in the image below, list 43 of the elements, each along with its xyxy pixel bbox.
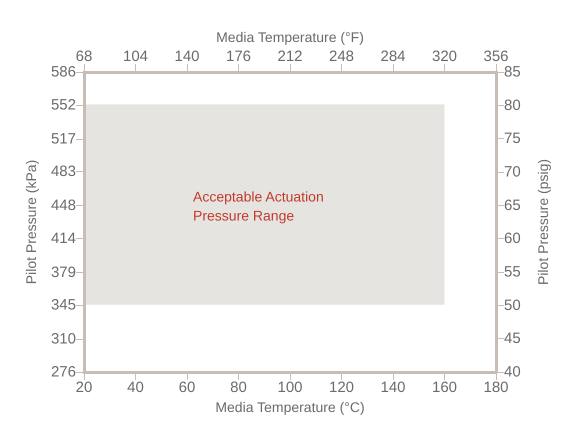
y-tick-label: 379: [50, 264, 76, 281]
y-axis-title: Pilot Pressure (kPa): [23, 160, 39, 284]
y2-tick-label: 65: [504, 196, 521, 214]
x2-tick-label: 140: [174, 48, 200, 65]
y2-tick-label: 80: [504, 96, 521, 114]
x-tick-label: 80: [230, 379, 247, 396]
x-tick-label: 160: [432, 379, 458, 396]
y-tick-label: 345: [50, 296, 76, 314]
x2-tick-label: 284: [380, 48, 406, 65]
x2-tick-label: 212: [277, 48, 303, 65]
y-tick-label: 517: [50, 130, 76, 148]
y2-tick-label: 75: [504, 130, 521, 148]
x2-tick-label: 68: [76, 48, 92, 65]
y2-tick-label: 60: [504, 230, 521, 248]
x2-tick-label: 320: [432, 48, 458, 65]
x2-tick-label: 104: [122, 48, 148, 65]
y-tick-label: 276: [50, 364, 76, 380]
x-tick-label: 20: [76, 379, 92, 396]
y-tick-label: 586: [50, 64, 76, 80]
y2-tick-label: 55: [504, 264, 521, 280]
y2-tick-label: 45: [504, 330, 521, 348]
y-tick-label: 483: [50, 163, 76, 180]
x2-axis-title: Media Temperature (°F): [216, 29, 364, 45]
y2-tick-label: 40: [504, 364, 521, 380]
x2-tick-label: 176: [226, 48, 252, 65]
x-tick-label: 140: [380, 379, 406, 396]
x-tick-label: 60: [178, 379, 196, 396]
x2-tick-label: 356: [483, 48, 509, 65]
x-tick-label: 180: [483, 379, 509, 396]
y2-tick-label: 50: [504, 296, 521, 314]
y-tick-label: 310: [50, 330, 76, 348]
y2-tick-label: 70: [504, 164, 521, 180]
y-tick-label: 552: [50, 96, 76, 114]
y2-axis-title: Pilot Pressure (psig): [535, 158, 551, 286]
y2-tick-label: 85: [504, 64, 521, 80]
annotation: Acceptable Actuation Pressure Range: [193, 188, 324, 224]
x-axis-title: Media Temperature (°C): [215, 399, 365, 415]
y-tick-label: 414: [50, 230, 76, 247]
x-tick-label: 120: [328, 379, 354, 396]
x-tick-label: 40: [127, 379, 144, 396]
y-tick-label: 448: [50, 197, 76, 214]
x-tick-label: 100: [277, 379, 303, 396]
x2-tick-label: 248: [328, 48, 354, 65]
